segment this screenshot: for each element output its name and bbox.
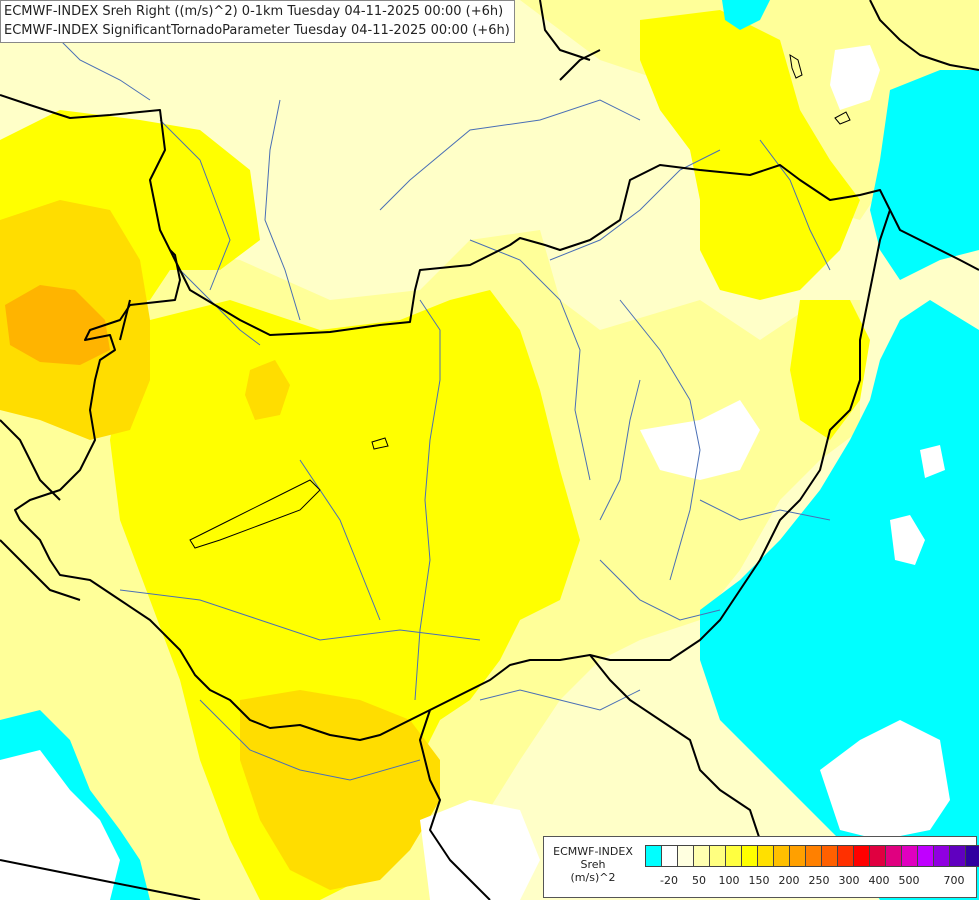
white-patch-east [640, 400, 760, 480]
white-patch-northeast [830, 45, 880, 110]
lake-balaton [189, 479, 321, 549]
legend-swatch [917, 845, 934, 867]
yellow-zone-west [110, 290, 580, 900]
legend-tick-label: 200 [778, 874, 800, 887]
legend-tick-label: 700 [943, 874, 965, 887]
legend-tick-label: 100 [718, 874, 740, 887]
gold-zone-south [240, 690, 440, 890]
legend-swatch [805, 845, 822, 867]
legend-swatch [901, 845, 918, 867]
legend-swatch [773, 845, 790, 867]
white-patch-south [420, 800, 540, 900]
legend-swatch [837, 845, 854, 867]
legend-tick-label: 50 [692, 874, 706, 887]
title-line-1: ECMWF-INDEX Sreh Right ((m/s)^2) 0-1km T… [4, 4, 504, 19]
lake-small-1 [371, 437, 389, 450]
lake-small-2 [834, 111, 851, 125]
legend-swatch [853, 845, 870, 867]
title-box: ECMWF-INDEX Sreh Right ((m/s)^2) 0-1km T… [0, 0, 515, 43]
legend-swatch [709, 845, 726, 867]
white-patch-cyan-2 [920, 445, 945, 478]
legend-swatch [693, 845, 710, 867]
legend-swatch [949, 845, 966, 867]
white-patch-cyan-1 [890, 515, 925, 565]
legend-color-bar [645, 845, 979, 867]
legend-swatch [677, 845, 694, 867]
gold-patch-center [245, 360, 290, 420]
lake-small-3 [789, 53, 803, 79]
legend-tick-label: 300 [838, 874, 860, 887]
color-legend: ECMWF-INDEX Sreh (m/s)^2 -20 50 100 150 200 2… [543, 836, 979, 898]
title-line-2: ECMWF-INDEX SignificantTornadoParameter … [4, 23, 510, 38]
legend-tick-label: -20 [660, 874, 678, 887]
legend-tick-label: 400 [868, 874, 890, 887]
legend-swatch [965, 845, 979, 867]
legend-tick-label: 250 [808, 874, 830, 887]
rivers [39, 19, 831, 781]
legend-swatch [821, 845, 838, 867]
legend-tick-label: 500 [898, 874, 920, 887]
legend-swatch [661, 845, 678, 867]
legend-swatch [757, 845, 774, 867]
yellow-zone-east [790, 300, 870, 440]
legend-swatch [789, 845, 806, 867]
legend-source: ECMWF-INDEX [553, 845, 633, 858]
legend-parameter: Sreh [580, 858, 606, 871]
legend-tick-label: 150 [748, 874, 770, 887]
cyan-zone-northeast [870, 70, 979, 280]
legend-swatch [741, 845, 758, 867]
white-patch-southwest [0, 750, 120, 900]
legend-tick-labels: -20 50 100 150 200 250 300 400 500 700 [646, 874, 972, 888]
legend-swatch [933, 845, 950, 867]
legend-swatch [725, 845, 742, 867]
legend-swatch [885, 845, 902, 867]
legend-unit: (m/s)^2 [570, 871, 616, 884]
legend-swatch [869, 845, 886, 867]
cyan-patch-north [722, 0, 770, 30]
yellow-zone-north [640, 10, 860, 300]
legend-labels: ECMWF-INDEX Sreh (m/s)^2 [544, 845, 642, 884]
legend-swatch [645, 845, 662, 867]
white-patch-southeast [820, 720, 950, 840]
orange-zone [5, 285, 110, 365]
